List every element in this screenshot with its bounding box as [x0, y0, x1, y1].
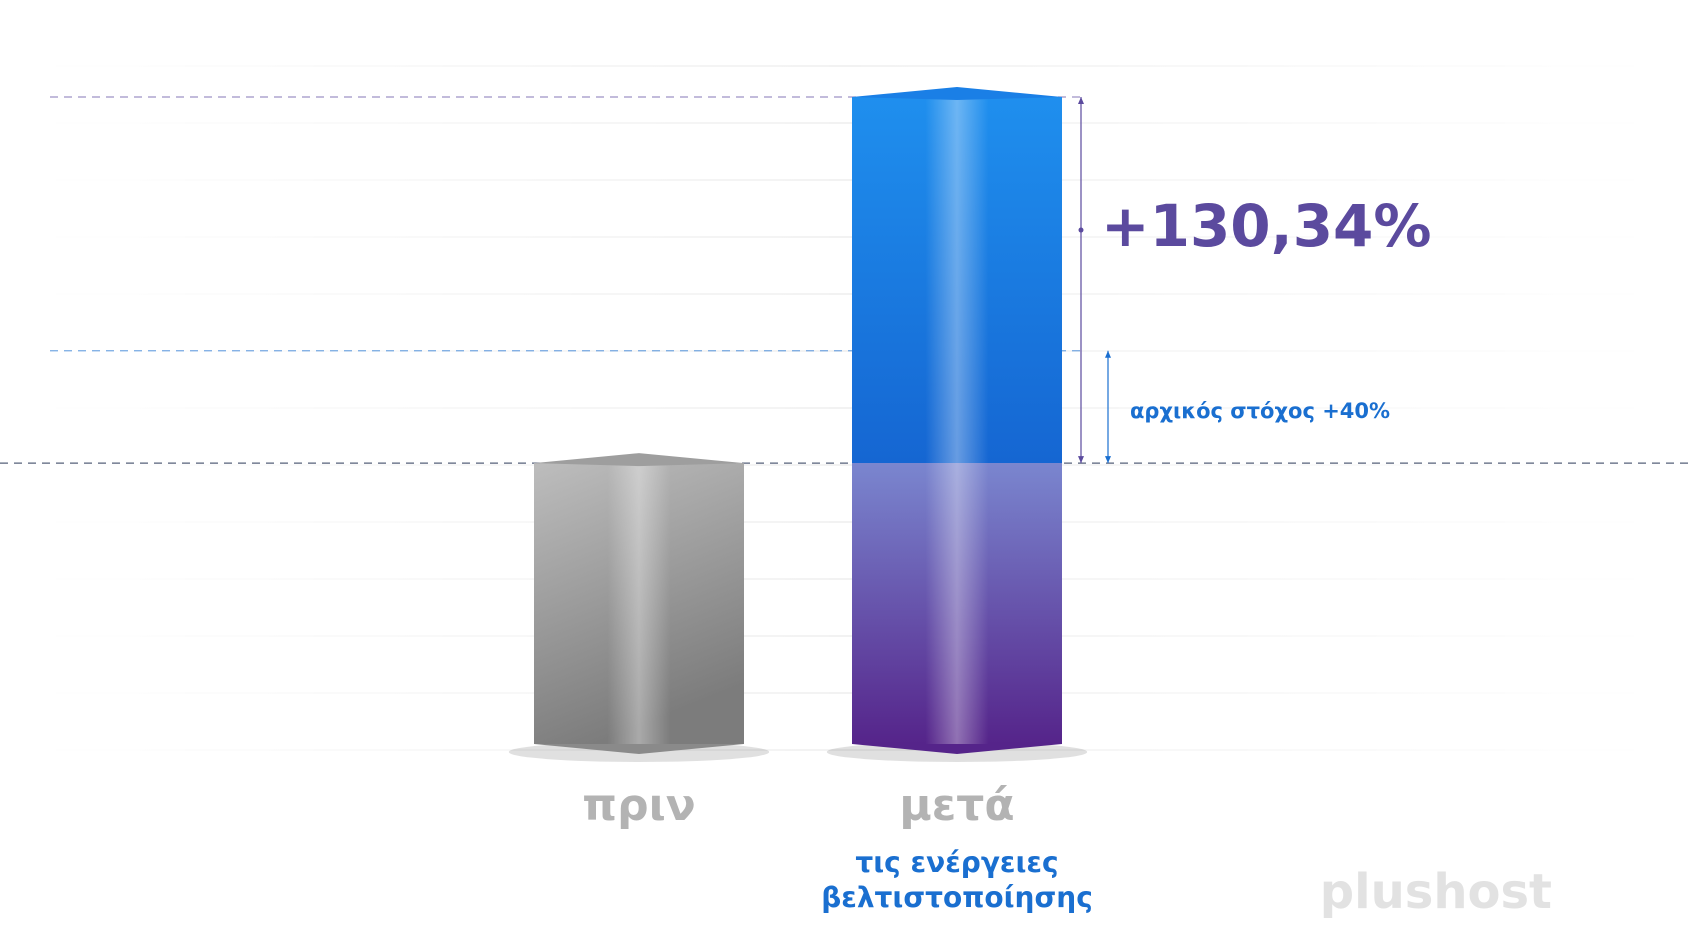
arrow-head — [1078, 456, 1084, 464]
annotation: +130,34% — [1101, 192, 1432, 260]
bar-top — [534, 453, 744, 467]
arrow-dot — [1078, 227, 1084, 233]
bar-shine — [925, 97, 989, 744]
annotation: αρχικός στόχος +40% — [1130, 399, 1390, 423]
watermark: plushost — [1320, 864, 1552, 920]
bar-shine — [607, 463, 671, 744]
bar-bottom — [534, 744, 744, 754]
bar-top — [852, 87, 1062, 100]
category-label: πριν — [582, 780, 695, 831]
category-sublabel: τις ενέργειες — [855, 846, 1058, 879]
arrow-head — [1078, 97, 1084, 104]
bar-bottom — [852, 744, 1062, 754]
category-sublabel: βελτιστοποίησης — [821, 881, 1093, 914]
arrow-head — [1105, 350, 1111, 358]
background-fade — [40, 40, 1650, 760]
category-label: μετά — [899, 780, 1014, 831]
arrow-head — [1105, 456, 1111, 464]
